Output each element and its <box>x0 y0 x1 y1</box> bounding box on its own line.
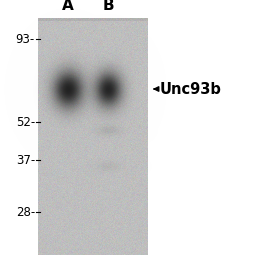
Text: 93-: 93- <box>16 33 35 46</box>
Text: 52-: 52- <box>16 116 35 129</box>
Text: A: A <box>62 0 74 13</box>
Text: B: B <box>102 0 114 13</box>
Text: Unc93b: Unc93b <box>160 82 222 96</box>
Text: 28-: 28- <box>16 206 35 219</box>
Text: 37-: 37- <box>16 154 35 167</box>
